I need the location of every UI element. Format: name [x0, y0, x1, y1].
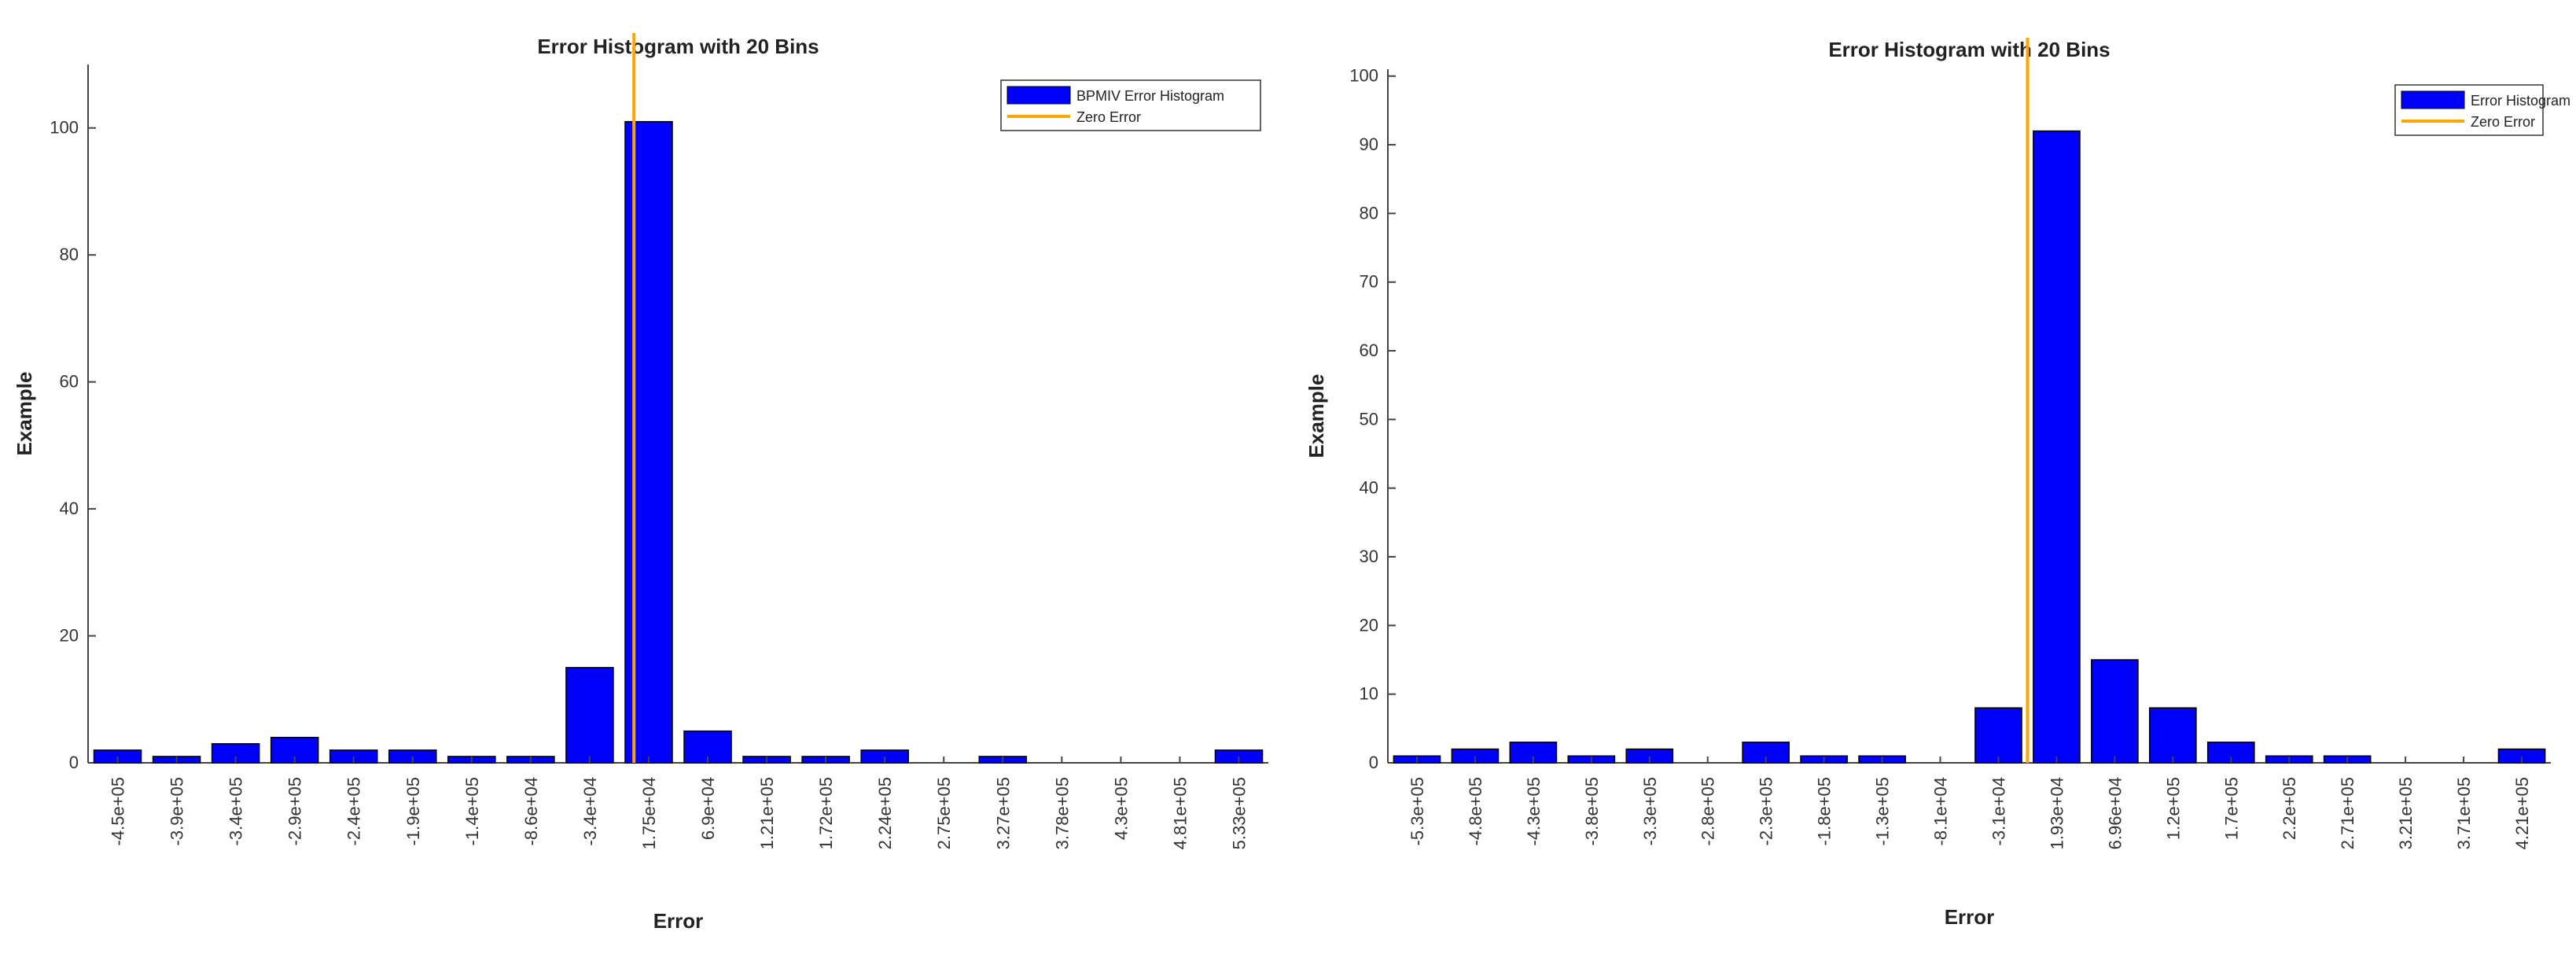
x-tick-label: 1.7e+05	[2221, 777, 2241, 840]
histogram-panel-right: Error Histogram with 20 Bins 0 10 20 30 40 50 6…	[1288, 0, 2576, 968]
histogram-bar	[1974, 707, 2022, 764]
y-tick-label: 100	[1349, 66, 1378, 86]
x-tick-label: 1.2e+05	[2163, 777, 2183, 840]
x-tick-label: 3.71e+05	[2454, 777, 2474, 849]
legend-label-zero-error: Zero Error	[2471, 114, 2535, 130]
x-tick-label: 1.75e+04	[639, 777, 659, 849]
legend-label-zero-error: Zero Error	[1076, 109, 1141, 125]
y-tick-label: 10	[1360, 684, 1378, 704]
x-tick-label: 4.3e+05	[1111, 777, 1131, 840]
x-tick-label: 1.72e+05	[816, 777, 836, 849]
x-tick-label: -2.3e+05	[1757, 777, 1776, 845]
x-tick-label: 5.33e+05	[1229, 777, 1249, 849]
histogram-chart-right: Error Histogram with 20 Bins 0 10 20 30 40 50 6…	[1305, 38, 2570, 929]
x-tick-label: 6.96e+04	[2105, 777, 2125, 849]
histogram-bar	[2148, 707, 2197, 764]
x-tick-label: 2.24e+05	[875, 777, 895, 849]
x-tick-label: -4.3e+05	[1524, 777, 1544, 845]
x-tick-label: -3.1e+04	[1989, 777, 2008, 845]
x-tick-label: 1.21e+05	[757, 777, 777, 849]
y-tick-label: 20	[1360, 615, 1378, 635]
x-tick-label: -3.4e+05	[226, 777, 246, 845]
chart-title: Error Histogram with 20 Bins	[537, 35, 819, 58]
histogram-chart-left: Error Histogram with 20 Bins 0 20 40 60 80 100…	[13, 33, 1268, 933]
y-tick-label: 80	[1360, 203, 1378, 223]
x-tick-label: -4.8e+05	[1466, 777, 1485, 845]
x-tick-label: 6.9e+04	[698, 777, 718, 840]
x-tick-label: -3.8e+05	[1582, 777, 1602, 845]
x-tick-label: -2.9e+05	[285, 777, 305, 845]
x-tick-label: 1.93e+04	[2047, 777, 2066, 849]
legend-label-histogram: BPMIV Error Histogram	[1076, 88, 1224, 104]
y-tick-label: 0	[69, 753, 79, 772]
legend-bar-swatch	[2401, 90, 2465, 109]
x-tick-label: -4.5e+05	[109, 777, 128, 845]
x-tick-label: -2.4e+05	[344, 777, 364, 845]
x-tick-label: 3.27e+05	[993, 777, 1013, 849]
x-tick-label: -8.6e+04	[521, 777, 541, 845]
x-tick-label: 4.81e+05	[1170, 777, 1190, 849]
y-tick-label: 30	[1360, 547, 1378, 566]
y-tick-label: 100	[50, 118, 79, 138]
y-tick-label: 20	[60, 626, 79, 646]
x-tick-label: 2.71e+05	[2338, 777, 2357, 849]
y-tick-label: 90	[1360, 134, 1378, 154]
y-tick-label: 60	[1360, 341, 1378, 360]
x-axis-label: Error	[653, 909, 704, 933]
histogram-panel-left: Error Histogram with 20 Bins 0 20 40 60 80 100…	[0, 0, 1288, 968]
x-tick-label: 3.21e+05	[2396, 777, 2416, 849]
legend-label-histogram: Error Histogram	[2471, 93, 2570, 109]
y-axis-label: Example	[13, 372, 36, 456]
x-tick-label: -1.4e+05	[462, 777, 482, 845]
x-tick-label: -1.3e+05	[1873, 777, 1893, 845]
y-tick-label: 50	[1360, 409, 1378, 429]
chart-title: Error Histogram with 20 Bins	[1828, 38, 2110, 61]
histogram-bar	[2033, 130, 2081, 764]
y-axis-label: Example	[1305, 374, 1328, 458]
x-tick-label: -1.8e+05	[1815, 777, 1834, 845]
x-tick-label: 2.75e+05	[934, 777, 954, 849]
y-tick-label: 60	[60, 372, 79, 392]
y-tick-label: 0	[1369, 753, 1378, 772]
x-tick-label: 2.2e+05	[2280, 777, 2299, 840]
histogram-bar	[2091, 659, 2139, 764]
y-tick-label: 80	[60, 245, 79, 264]
x-tick-label: -3.3e+05	[1640, 777, 1660, 845]
legend-bar-swatch	[1006, 86, 1071, 105]
x-tick-label: 4.21e+05	[2512, 777, 2532, 849]
x-tick-label: 3.78e+05	[1052, 777, 1072, 849]
y-tick-label: 40	[1360, 478, 1378, 498]
histogram-bar	[565, 667, 614, 764]
x-tick-label: -1.9e+05	[403, 777, 423, 845]
x-tick-label: -2.8e+05	[1698, 777, 1718, 845]
x-tick-label: -5.3e+05	[1408, 777, 1427, 845]
histogram-bar	[624, 120, 673, 764]
x-tick-label: -3.4e+04	[580, 777, 600, 845]
y-tick-label: 40	[60, 499, 79, 518]
y-tick-label: 70	[1360, 272, 1378, 292]
x-tick-label: -8.1e+04	[1931, 777, 1951, 845]
x-tick-label: -3.9e+05	[167, 777, 187, 845]
x-axis-label: Error	[1945, 905, 1995, 929]
